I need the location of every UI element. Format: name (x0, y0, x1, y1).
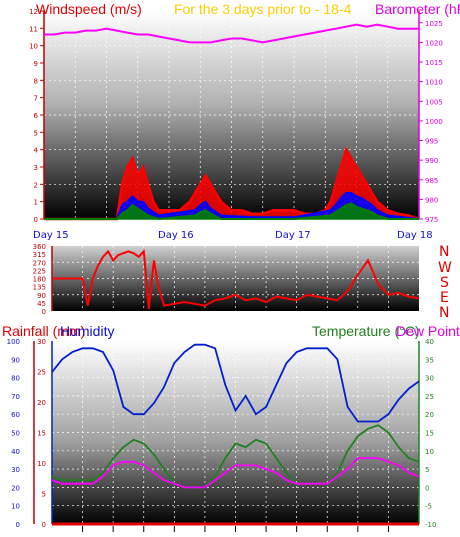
wind-tick-label: 4 (34, 147, 39, 155)
temp-tick-label: 20 (425, 411, 434, 419)
wind-axis-ticks: 0123456789101112975980985990995100010051… (29, 8, 443, 224)
compass-s: S (440, 275, 449, 291)
temp-series (51, 343, 420, 526)
wind-tick-label: 10 (29, 43, 38, 51)
wind-tick-label: 8 (34, 77, 38, 85)
humidity-tick-label: 20 (11, 484, 20, 492)
humidity-tick-label: 100 (7, 338, 20, 346)
humidity-line (51, 343, 420, 423)
direction-tick-label: 90 (37, 292, 46, 300)
direction-series (52, 249, 420, 310)
direction-tick-label: 45 (37, 300, 46, 308)
humidity-tick-label: 40 (11, 448, 20, 456)
rain-tick-label: 5 (42, 491, 46, 499)
rainfall-title: Rainfall (mm) (2, 323, 85, 339)
barometer-tick-label: 1000 (425, 118, 443, 126)
humidity-tick-label: 10 (11, 503, 20, 511)
wind-tick-label: 11 (29, 25, 38, 33)
temp-grid (52, 341, 419, 524)
wind-direction-line (52, 249, 420, 310)
day-label-18: Day 18 (397, 230, 433, 241)
rain-tick-label: 15 (37, 430, 46, 438)
wind-gust-line (44, 146, 420, 221)
barometer-title: Barometer (hPa) (375, 1, 460, 17)
day-label-15: Day 15 (33, 230, 69, 241)
barometer-tick-label: 1005 (425, 98, 443, 106)
dewpoint-line (51, 457, 420, 489)
humidity-tick-label: 90 (11, 356, 20, 364)
humidity-tick-label: 60 (11, 411, 20, 419)
windspeed-title: Windspeed (m/s) (36, 1, 142, 17)
wind-tick-label: 3 (34, 164, 38, 172)
direction-tick-label: 180 (33, 276, 46, 284)
wind-tick-label: 0 (34, 216, 38, 224)
temp-tick-label: 15 (425, 430, 434, 438)
period-title: For the 3 days prior to - 18-4 (174, 1, 352, 17)
temp-axis-ticks: 0 10 20 30 40 50 60 70 80 90 100 0 5 10 15 20 25 30 -10 -5 0… (7, 338, 436, 532)
rain-tick-label: 20 (37, 399, 46, 407)
barometer-tick-label: 1015 (425, 59, 443, 67)
rain-tick-label: 30 (37, 338, 46, 346)
wind-low-area (44, 203, 419, 219)
rain-tick-label: 0 (42, 521, 46, 529)
temperature-line (51, 424, 420, 489)
barometer-tick-label: 975 (425, 216, 438, 224)
rain-tick-label: 25 (37, 369, 46, 377)
temp-tick-label: -5 (425, 503, 432, 511)
temp-tick-label: 10 (425, 448, 434, 456)
wind-tick-label: 6 (34, 112, 39, 120)
direction-tick-label: 315 (33, 251, 46, 259)
temp-tick-label: -10 (425, 521, 436, 529)
temperature-title: Temperature (°C) (312, 323, 420, 339)
barometer-tick-label: 990 (425, 157, 438, 165)
wind-tick-label: 5 (34, 129, 38, 137)
barometer-tick-label: 985 (425, 177, 438, 185)
temp-tick-label: 25 (425, 393, 434, 401)
compass-e: E (440, 290, 449, 306)
humidity-tick-label: 50 (11, 430, 20, 438)
humidity-tick-label: 30 (11, 466, 20, 474)
wind-tick-label: 7 (34, 95, 38, 103)
rain-tick-label: 10 (37, 460, 46, 468)
wind-tick-label: 2 (34, 181, 38, 189)
wind-tick-label: 1 (34, 199, 38, 207)
temp-tick-label: 30 (425, 375, 434, 383)
dewpoint-title: Dew Point (396, 323, 460, 339)
compass-n-top: N (439, 244, 449, 260)
humidity-title: Humidity (60, 323, 114, 339)
humidity-tick-label: 70 (11, 393, 20, 401)
barometer-tick-label: 980 (425, 196, 438, 204)
direction-tick-label: 135 (33, 284, 46, 292)
wind-average-line (44, 192, 420, 220)
direction-tick-label: 360 (33, 243, 46, 251)
day-label-16: Day 16 (158, 230, 194, 241)
wind-tick-label: 12 (29, 8, 38, 16)
humidity-tick-label: 0 (16, 521, 20, 529)
wind-low-line (44, 202, 419, 221)
barometer-tick-label: 1020 (425, 39, 443, 47)
barometer-tick-label: 1025 (425, 20, 443, 28)
humidity-tick-label: 80 (11, 375, 20, 383)
direction-grid (52, 246, 419, 311)
direction-tick-label: 270 (33, 259, 46, 267)
wind-tick-label: 9 (34, 60, 38, 68)
day-label-17: Day 17 (275, 230, 311, 241)
wind-series (44, 23, 420, 221)
compass-n-bottom: N (439, 305, 449, 321)
compass-w: W (438, 260, 452, 276)
barometer-tick-label: 1010 (425, 79, 443, 87)
temp-tick-label: 40 (425, 338, 434, 346)
direction-tick-label: 0 (42, 308, 46, 316)
barometer-tick-label: 995 (425, 138, 438, 146)
direction-tick-label: 225 (33, 267, 46, 275)
temp-tick-label: 5 (425, 466, 429, 474)
barometer-line (44, 23, 419, 44)
temp-tick-label: 0 (425, 484, 429, 492)
temp-tick-label: 35 (425, 356, 434, 364)
